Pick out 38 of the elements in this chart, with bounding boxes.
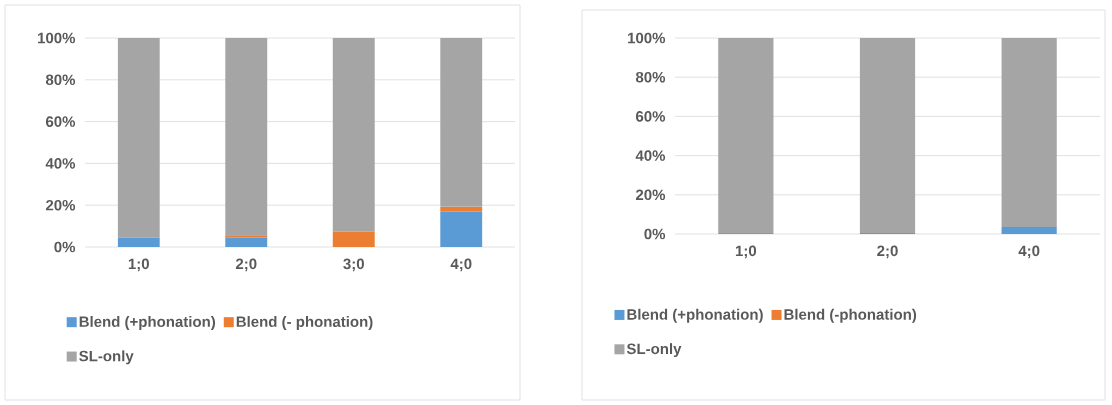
x-tick-label: 1;0	[735, 245, 757, 259]
x-tick-label: 2;0	[877, 245, 898, 259]
y-tick-label: 100%	[628, 32, 666, 44]
bar	[859, 38, 916, 234]
legend-label: Blend (- phonation)	[236, 315, 373, 330]
legend-label: SL-only	[626, 343, 682, 358]
bar	[332, 38, 375, 232]
x-tick-label: 4;0	[1018, 245, 1040, 259]
legend-label: SL-only	[79, 350, 134, 365]
x-tick-label: 2;0	[235, 258, 257, 272]
bar	[225, 237, 268, 247]
y-tick-label: 20%	[45, 199, 76, 211]
bar	[1001, 226, 1057, 234]
y-tick-label: 60%	[636, 111, 666, 122]
legend-label: Blend (+phonation)	[627, 308, 763, 323]
y-tick-label: 80%	[45, 74, 76, 86]
x-tick-label: 3;0	[343, 258, 364, 272]
y-tick-label: 100%	[38, 32, 76, 44]
legend-label: Blend (-phonation)	[784, 308, 917, 323]
bar	[718, 38, 774, 234]
x-tick-label: 1;0	[128, 258, 149, 272]
bar	[225, 38, 268, 236]
bar	[1001, 38, 1057, 227]
bar	[440, 211, 483, 247]
bar	[440, 38, 483, 207]
bar	[117, 38, 160, 238]
y-tick-label: 40%	[635, 150, 666, 161]
y-tick-label: 0%	[54, 241, 76, 253]
y-tick-label: 20%	[635, 189, 666, 201]
bar	[225, 235, 268, 238]
y-tick-label: 40%	[45, 158, 76, 169]
y-tick-label: 0%	[644, 228, 666, 240]
bar	[117, 237, 160, 247]
y-tick-label: 60%	[46, 116, 76, 127]
x-tick-label: 4;0	[450, 258, 472, 272]
bar	[332, 231, 375, 247]
legend-label: Blend (+phonation)	[79, 315, 216, 330]
y-tick-label: 80%	[635, 71, 666, 83]
